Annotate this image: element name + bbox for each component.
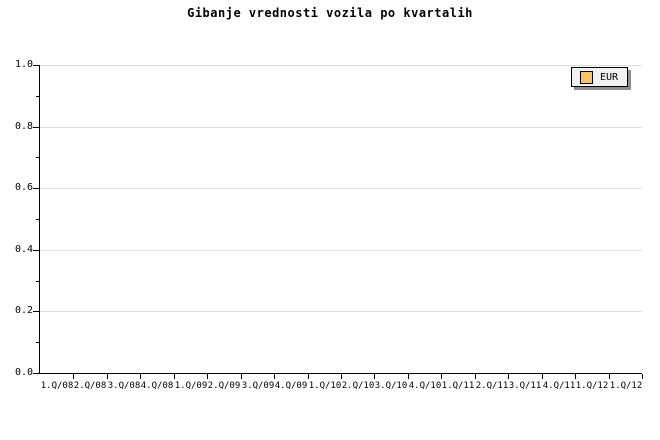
x-tick <box>341 374 342 379</box>
x-tick <box>408 374 409 379</box>
x-tick-label: 1.Q/10 <box>308 381 342 391</box>
y-axis-line <box>39 65 40 374</box>
y-major-tick <box>33 127 39 128</box>
x-tick <box>542 374 543 379</box>
x-tick <box>374 374 375 379</box>
x-tick-label: 4.Q/10 <box>408 381 442 391</box>
x-tick <box>241 374 242 379</box>
x-tick-label: 1.Q/08 <box>40 381 74 391</box>
x-tick-label: 2.Q/10 <box>341 381 375 391</box>
legend-swatch-eur <box>580 70 593 84</box>
y-major-tick <box>33 250 39 251</box>
x-tick-label: 4.Q/08 <box>140 381 174 391</box>
x-tick-label: 3.Q/08 <box>107 381 141 391</box>
x-tick <box>575 374 576 379</box>
y-major-tick <box>33 65 39 66</box>
x-tick-label: 2.Q/09 <box>207 381 241 391</box>
chart-title: Gibanje vrednosti vozila po kvartalih <box>187 6 473 20</box>
x-tick <box>475 374 476 379</box>
x-tick <box>207 374 208 379</box>
y-tick-label: 0.6 <box>14 182 33 193</box>
y-tick-label: 0.2 <box>14 305 33 316</box>
x-tick-label: 1.Q/11 <box>441 381 475 391</box>
y-major-tick <box>33 188 39 189</box>
y-gridline <box>40 127 642 128</box>
y-tick-label: 1.0 <box>14 59 33 70</box>
x-tick-label: 3.Q/10 <box>374 381 408 391</box>
x-tick <box>107 374 108 379</box>
x-axis-line <box>40 373 642 374</box>
y-gridline <box>40 65 642 66</box>
y-gridline <box>40 311 642 312</box>
y-tick-label: 0.0 <box>14 367 33 378</box>
x-tick <box>508 374 509 379</box>
x-tick <box>441 374 442 379</box>
x-tick <box>609 374 610 379</box>
x-tick-label: 2.Q/08 <box>73 381 107 391</box>
y-gridline <box>40 250 642 251</box>
legend-label-eur: EUR <box>600 71 619 83</box>
y-major-tick <box>33 373 39 374</box>
legend-box: EUR <box>571 67 629 87</box>
x-tick-label: 2.Q/11 <box>475 381 509 391</box>
x-tick-label: 1.Q/12 <box>609 381 643 391</box>
x-tick-label: 4.Q/09 <box>274 381 308 391</box>
x-tick <box>73 374 74 379</box>
y-tick-label: 0.8 <box>14 121 33 132</box>
y-minor-tick <box>36 281 39 282</box>
y-tick-label: 0.4 <box>14 244 33 255</box>
x-tick <box>308 374 309 379</box>
y-minor-tick <box>36 342 39 343</box>
x-tick-label: 3.Q/09 <box>241 381 275 391</box>
x-tick-label: 4.Q/11 <box>542 381 576 391</box>
x-tick <box>642 374 643 379</box>
x-tick <box>174 374 175 379</box>
x-tick <box>140 374 141 379</box>
x-tick <box>274 374 275 379</box>
y-gridline <box>40 188 642 189</box>
y-minor-tick <box>36 219 39 220</box>
x-tick-label: 1.Q/09 <box>174 381 208 391</box>
y-major-tick <box>33 311 39 312</box>
y-minor-tick <box>36 157 39 158</box>
x-tick-label: 1.Q/12 <box>575 381 609 391</box>
x-tick-label: 3.Q/11 <box>508 381 542 391</box>
y-minor-tick <box>36 96 39 97</box>
